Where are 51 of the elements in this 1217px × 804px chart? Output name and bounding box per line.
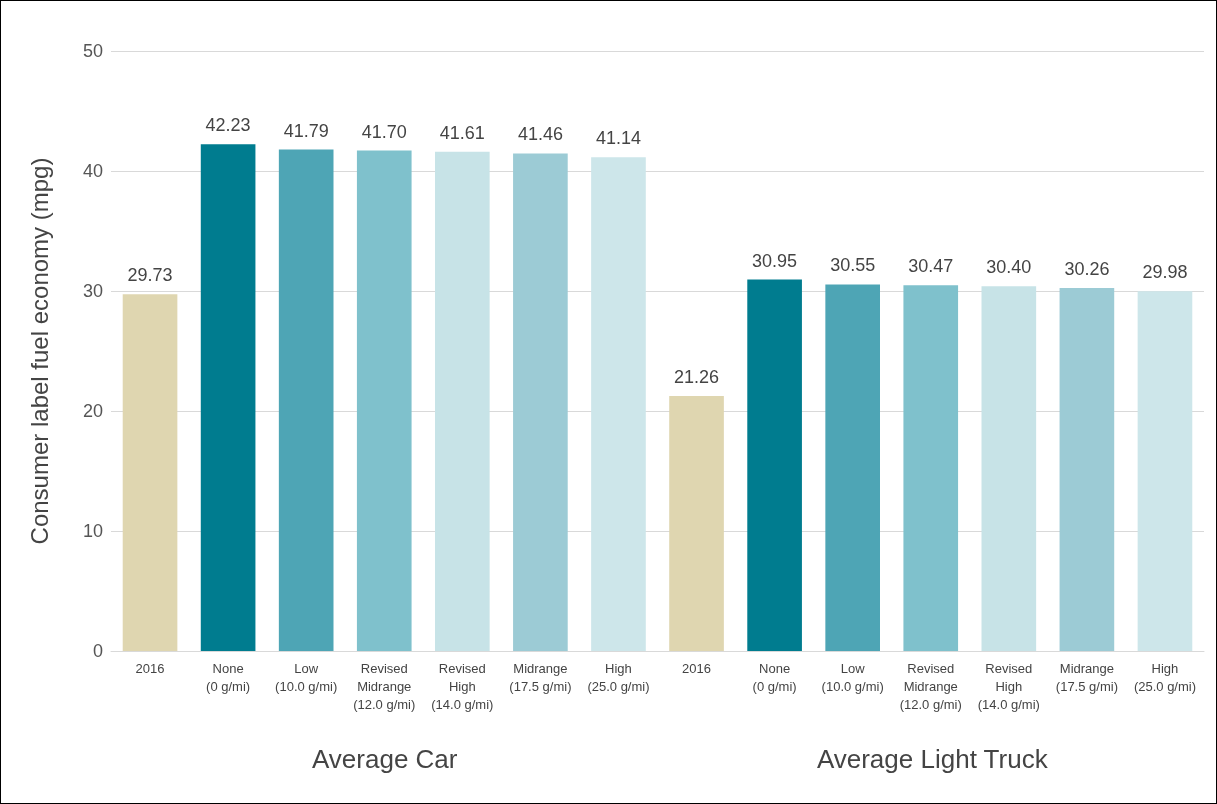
data-label: 30.47 xyxy=(908,256,954,277)
x-tick-label: Low (10.0 g/mi) xyxy=(821,660,884,694)
bar xyxy=(356,150,412,651)
x-tick-label: Low (10.0 g/mi) xyxy=(275,660,338,694)
y-tick-label: 10 xyxy=(82,521,103,541)
bar xyxy=(1059,287,1115,651)
x-tick-label: Revised High (14.0 g/mi) xyxy=(431,660,494,712)
bar xyxy=(513,153,568,651)
data-label: 42.23 xyxy=(205,115,251,136)
y-axis-title: Consumer label fuel economy (mpg) xyxy=(25,157,53,545)
bar xyxy=(1137,291,1193,651)
data-label: 30.26 xyxy=(1064,258,1110,279)
x-tick-label: Revised Midrange (12.0 g/mi) xyxy=(899,660,962,712)
data-label: 30.40 xyxy=(986,257,1032,278)
data-label: 41.14 xyxy=(595,128,641,149)
x-tick-label: Revised High (14.0 g/mi) xyxy=(977,660,1040,712)
data-label: 41.61 xyxy=(439,122,485,143)
bar xyxy=(903,285,959,651)
x-tick-label: None (0 g/mi) xyxy=(752,660,797,694)
bar xyxy=(435,151,490,651)
y-tick-label: 0 xyxy=(92,641,103,661)
bar xyxy=(200,144,256,651)
data-label: 41.46 xyxy=(517,124,563,145)
data-label: 29.73 xyxy=(127,265,173,286)
x-tick-label: High (25.0 g/mi) xyxy=(587,660,650,694)
data-label: 41.70 xyxy=(361,121,407,142)
bar xyxy=(278,149,334,651)
x-tick-label: 2016 xyxy=(135,660,165,676)
x-tick-label: None (0 g/mi) xyxy=(206,660,251,694)
bar xyxy=(825,284,880,651)
y-tick-label: 30 xyxy=(82,281,103,301)
data-label: 29.98 xyxy=(1142,262,1188,283)
bar xyxy=(122,294,178,651)
data-label: 21.26 xyxy=(674,366,720,387)
x-tick-label: 2016 xyxy=(682,660,711,676)
bar xyxy=(591,157,646,651)
x-tick-label: Midrange (17.5 g/mi) xyxy=(1055,660,1118,694)
x-tick-label: High (25.0 g/mi) xyxy=(1133,660,1197,694)
text: Average Car xyxy=(312,744,458,774)
data-label: 30.95 xyxy=(752,250,798,271)
x-tick-label: Revised Midrange (12.0 g/mi) xyxy=(353,660,416,712)
bar xyxy=(981,286,1037,651)
data-label: 41.79 xyxy=(283,120,329,141)
y-tick-label: 20 xyxy=(82,401,103,421)
bar xyxy=(669,395,724,651)
text: Average Light Truck xyxy=(816,744,1049,774)
y-tick-label: 40 xyxy=(82,161,103,181)
y-tick-label: 50 xyxy=(82,41,103,61)
x-tick-label: Midrange (17.5 g/mi) xyxy=(509,660,572,694)
data-label: 30.55 xyxy=(830,255,876,276)
bar xyxy=(747,279,802,651)
